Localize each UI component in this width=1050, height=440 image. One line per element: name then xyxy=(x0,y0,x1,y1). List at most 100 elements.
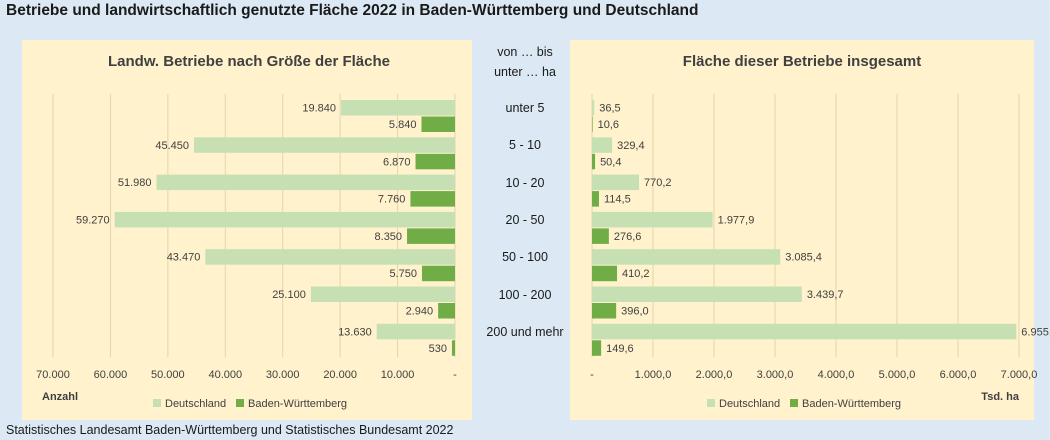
bar-baden-wuerttemberg xyxy=(592,340,602,356)
bar-deutschland xyxy=(376,323,455,340)
x-tick-label: 50.000 xyxy=(151,369,185,381)
x-tick-label: 5.000,0 xyxy=(879,369,916,381)
size-class-label: 5 - 10 xyxy=(509,138,541,153)
bar-deutschland xyxy=(205,249,455,265)
data-label: 50,4 xyxy=(600,156,621,168)
bar-baden-wuerttemberg xyxy=(592,153,596,170)
size-class-label: unter 5 xyxy=(505,101,545,115)
bar-deutschland xyxy=(592,211,713,228)
x-tick-label: - xyxy=(453,369,457,381)
bar-baden-wuerttemberg xyxy=(592,265,618,282)
bar-deutschland xyxy=(310,286,455,302)
data-label: 1.977,9 xyxy=(718,214,755,226)
data-label: 59.270 xyxy=(76,214,110,226)
main-title: Betriebe und landwirtschaftlich genutzte… xyxy=(6,2,699,19)
x-tick-label: - xyxy=(590,369,594,381)
bar-deutschland xyxy=(592,286,802,302)
data-label: 530 xyxy=(429,343,447,355)
legend-label: Baden-Württemberg xyxy=(248,398,347,410)
legend-label: Deutschland xyxy=(719,398,780,410)
data-label: 25.100 xyxy=(272,289,306,301)
bar-baden-wuerttemberg xyxy=(592,191,599,207)
bar-deutschland xyxy=(592,100,595,116)
bar-baden-wuerttemberg xyxy=(410,191,455,207)
chart-panel-flaeche: Fläche dieser Betriebe insgesamt - 1.000,0… xyxy=(570,40,1050,420)
x-tick-label: 2.000,0 xyxy=(696,369,733,381)
data-label: 5.840 xyxy=(389,119,417,131)
bar-baden-wuerttemberg xyxy=(407,228,455,244)
x-tick-label: 7.000,0 xyxy=(1001,369,1038,381)
data-label: 7.760 xyxy=(378,194,406,206)
axis-label: Anzahl xyxy=(42,391,78,403)
x-tick-label: 70.000 xyxy=(36,369,70,381)
legend-swatch-baden-wuerttemberg xyxy=(790,399,798,407)
data-label: 149,6 xyxy=(606,343,634,355)
x-tick-label: 30.000 xyxy=(266,369,300,381)
data-label: 6.870 xyxy=(383,156,411,168)
x-tick-label: 6.000,0 xyxy=(940,369,977,381)
x-tick-label: 40.000 xyxy=(208,369,242,381)
data-label: 36,5 xyxy=(599,103,620,115)
bar-baden-wuerttemberg xyxy=(592,116,593,132)
data-label: 13.630 xyxy=(338,326,372,338)
bar-baden-wuerttemberg xyxy=(592,303,617,319)
bar-deutschland xyxy=(114,211,456,228)
bar-baden-wuerttemberg xyxy=(415,153,455,170)
bar-deutschland xyxy=(592,174,639,191)
size-class-label: 10 - 20 xyxy=(505,175,545,190)
bar-baden-wuerttemberg xyxy=(421,116,455,132)
data-label: 3.439,7 xyxy=(807,289,844,301)
x-tick-label: 20.000 xyxy=(323,369,357,381)
data-label: 10,6 xyxy=(598,119,619,131)
size-class-label: 50 - 100 xyxy=(502,250,548,265)
data-label: 6.955,9 xyxy=(1021,326,1050,338)
data-label: 3.085,4 xyxy=(785,252,822,264)
chart-betriebe: Landw. Betriebe nach Größe der Fläche 70.… xyxy=(36,53,457,410)
chart-title: Fläche dieser Betriebe insgesamt xyxy=(683,53,921,70)
data-label: 51.980 xyxy=(118,177,152,189)
axis-label: Tsd. ha xyxy=(981,391,1020,403)
x-tick-label: 1.000,0 xyxy=(635,369,672,381)
data-label: 43.470 xyxy=(167,252,201,264)
source-note: Statistisches Landesamt Baden-Württember… xyxy=(6,423,454,437)
x-tick-label: 4.000,0 xyxy=(818,369,855,381)
data-label: 410,2 xyxy=(622,268,650,280)
size-class-label: 20 - 50 xyxy=(505,212,545,227)
size-class-header-line2: unter … ha xyxy=(494,65,556,79)
data-label: 114,5 xyxy=(604,194,631,206)
legend-swatch-baden-wuerttemberg xyxy=(236,399,244,407)
size-class-label: 200 und mehr xyxy=(486,324,564,339)
x-tick-label: 10.000 xyxy=(381,369,415,381)
bar-deutschland xyxy=(193,137,456,153)
data-label: 276,6 xyxy=(614,231,642,243)
data-label: 2.940 xyxy=(406,306,434,318)
bar-baden-wuerttemberg xyxy=(451,340,455,356)
data-label: 396,0 xyxy=(621,306,649,318)
x-tick-label: 60.000 xyxy=(94,369,128,381)
chart-title: Landw. Betriebe nach Größe der Fläche xyxy=(108,53,390,70)
chart-flaeche: Fläche dieser Betriebe insgesamt - 1.000,0… xyxy=(590,53,1050,410)
bar-baden-wuerttemberg xyxy=(438,303,455,319)
size-class-header-line1: von … bis xyxy=(497,45,553,59)
chart-panel-betriebe: Landw. Betriebe nach Größe der Fläche 70.… xyxy=(22,40,472,420)
data-label: 770,2 xyxy=(644,177,672,189)
bar-deutschland xyxy=(592,323,1017,340)
bar-deutschland xyxy=(592,137,613,153)
data-label: 329,4 xyxy=(617,140,645,152)
size-class-label: 100 - 200 xyxy=(498,287,552,302)
data-label: 5.750 xyxy=(389,268,417,280)
data-label: 19.840 xyxy=(302,103,336,115)
bar-deutschland xyxy=(341,100,455,116)
x-tick-label: 3.000,0 xyxy=(757,369,794,381)
legend-label: Deutschland xyxy=(165,398,226,410)
bar-baden-wuerttemberg xyxy=(592,228,609,244)
legend-label: Baden-Württemberg xyxy=(802,398,901,410)
size-class-header: von … bis unter … ha xyxy=(475,42,575,82)
bar-baden-wuerttemberg xyxy=(421,265,455,282)
legend-swatch-deutschland xyxy=(707,399,715,407)
data-label: 45.450 xyxy=(155,140,189,152)
bar-deutschland xyxy=(156,174,456,191)
legend-swatch-deutschland xyxy=(153,399,161,407)
bar-deutschland xyxy=(592,249,781,265)
data-label: 8.350 xyxy=(375,231,403,243)
